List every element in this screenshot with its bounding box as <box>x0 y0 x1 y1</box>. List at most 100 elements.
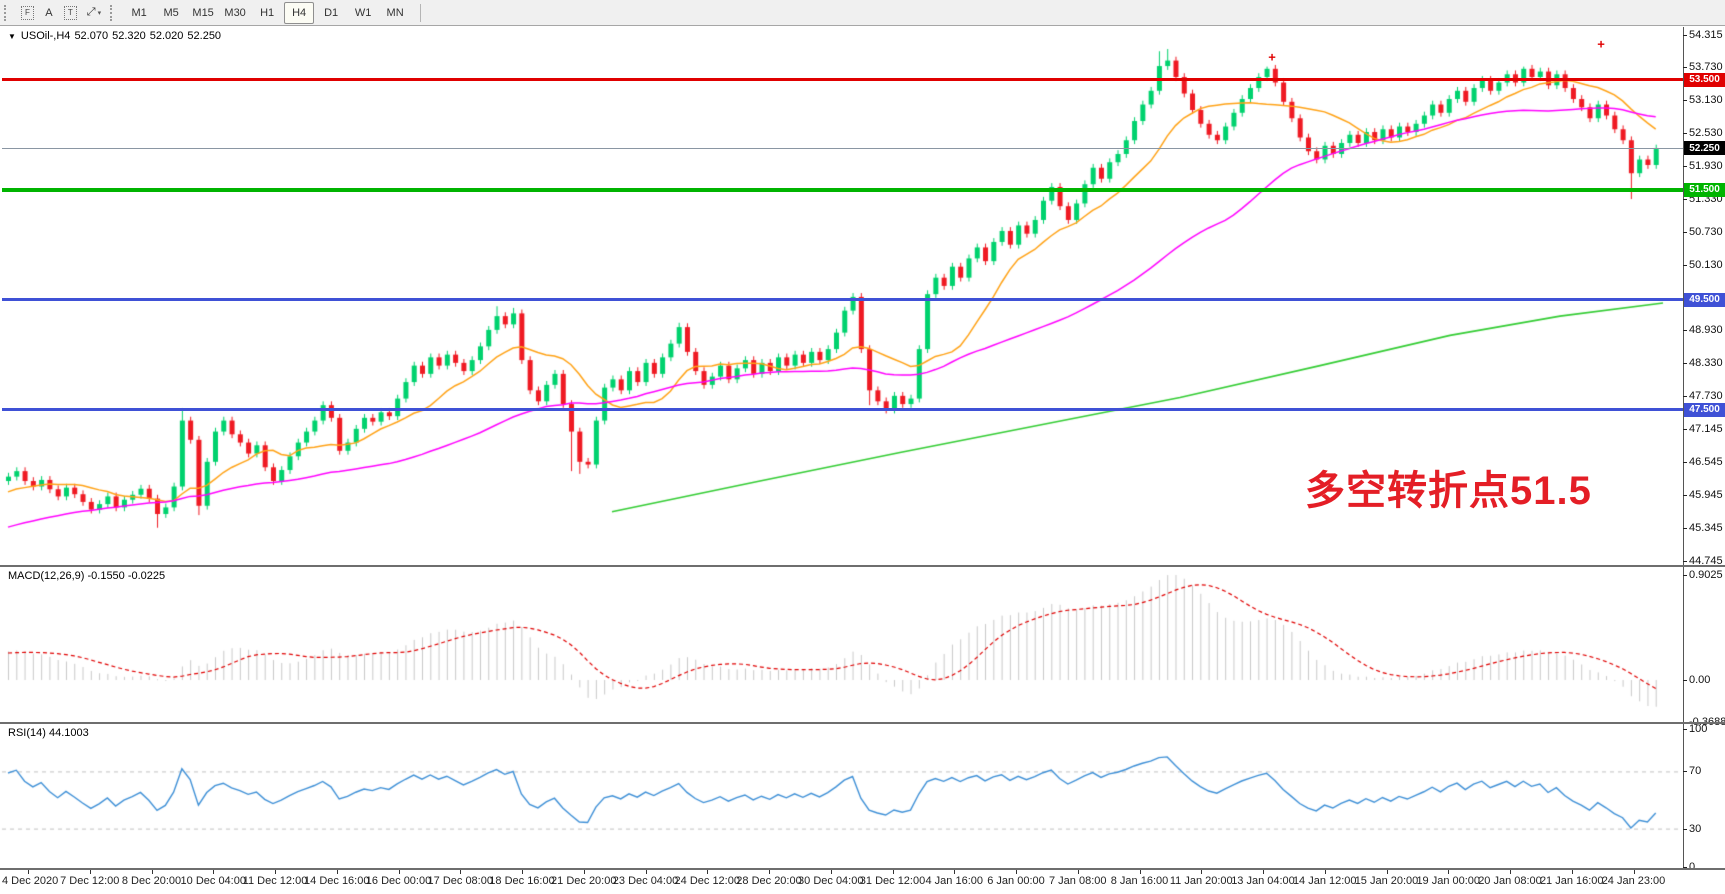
time-axis-tick <box>336 870 338 874</box>
chart-annotation-text[interactable]: 多空转折点51.5 <box>1305 469 1592 513</box>
top-toolbar: F A T ⤢ ▾ M1 M5 M15 M30 H1 H4 D1 W1 MN <box>0 0 1725 26</box>
toolbar-grip[interactable] <box>4 4 10 21</box>
time-axis-label: 18 Dec 16:00 <box>489 875 555 887</box>
price-axis-tick <box>1683 66 1687 68</box>
arrow-objects-tool-icon[interactable]: ⤢ ▾ <box>82 3 106 23</box>
chevron-down-icon: ▾ <box>97 9 102 17</box>
time-axis-label: 28 Dec 20:00 <box>736 875 802 887</box>
time-axis-label: 19 Jan 00:00 <box>1416 875 1481 887</box>
time-axis-tick <box>1077 870 1079 874</box>
time-axis-label: 30 Dec 04:00 <box>798 875 864 887</box>
time-axis-label: 31 Dec 12:00 <box>859 875 926 887</box>
price-axis-tick <box>1683 198 1687 200</box>
time-axis-label: 6 Jan 00:00 <box>987 875 1045 887</box>
time-axis-label: 13 Jan 04:00 <box>1231 875 1295 887</box>
price-axis-tick <box>1683 560 1687 562</box>
time-axis-tick <box>830 870 832 874</box>
support-line-47500[interactable] <box>2 408 1683 412</box>
price-tick-label: 53.130 <box>1689 93 1723 106</box>
rsi-axis-tick <box>1683 771 1687 773</box>
time-axis-label: 16 Dec 00:00 <box>365 875 432 887</box>
font-tool-icon[interactable]: A <box>39 3 59 23</box>
time-axis-label: 15 Jan 20:00 <box>1354 875 1419 887</box>
time-axis-tick <box>1324 870 1326 874</box>
quote-low: 52.020 <box>149 30 184 42</box>
main-macd-separator[interactable] <box>0 565 1725 567</box>
resistance-line-53500[interactable] <box>2 78 1683 82</box>
time-axis-tick <box>151 870 153 874</box>
time-axis-label: 23 Dec 04:00 <box>612 875 679 887</box>
time-axis-label: 14 Jan 12:00 <box>1292 875 1357 887</box>
macd-rsi-separator[interactable] <box>0 722 1725 724</box>
time-axis-tick <box>1016 870 1017 874</box>
rsi-axis-tick <box>1683 728 1687 730</box>
time-axis-tick <box>460 870 462 874</box>
text-label-tool-icon[interactable]: T <box>59 3 82 23</box>
price-axis-tick <box>1683 132 1687 134</box>
quote-close: 52.250 <box>187 30 222 42</box>
timeframe-button-h4[interactable]: H4 <box>284 1 315 24</box>
price-axis-tick <box>1683 428 1687 430</box>
timeframe-button-m15[interactable]: M15 <box>192 6 214 19</box>
time-axis-tick <box>645 870 647 874</box>
timeframe-button-mn[interactable]: MN <box>386 6 404 19</box>
time-axis-tick <box>1633 870 1635 874</box>
current-price-badge: 52.250 <box>1684 141 1725 156</box>
time-axis-tick <box>398 870 400 874</box>
price-axis-tick <box>1683 99 1687 101</box>
timeframe-button-m5[interactable]: M5 <box>163 6 179 19</box>
support-line-49500[interactable] <box>2 298 1683 302</box>
support-line-47500-badge: 47.500 <box>1684 402 1725 417</box>
time-axis-tick <box>1571 870 1573 874</box>
macd-tick-label: 0.9025 <box>1689 568 1723 581</box>
time-axis-label: 21 Dec 20:00 <box>551 875 617 887</box>
symbol-quote-line: ▼ USOil-,H4 52.070 52.320 52.020 52.250 <box>8 30 225 42</box>
price-marker-icon[interactable]: + <box>1597 36 1605 52</box>
arrow-objects-glyph: ⤢ <box>86 6 96 18</box>
time-axis-tick <box>28 870 29 874</box>
indicator-frame-icon[interactable]: F <box>16 3 39 23</box>
price-tick-label: 50.130 <box>1689 258 1723 271</box>
rsi-tick-label: 70 <box>1689 765 1702 778</box>
price-tick-label: 50.730 <box>1689 225 1723 238</box>
price-tick-label: 47.730 <box>1689 390 1723 403</box>
price-tick-label: 53.730 <box>1689 60 1723 73</box>
indicator-frame-glyph: F <box>21 5 34 20</box>
price-axis-tick <box>1683 527 1687 529</box>
rsi-timeaxis-separator <box>0 868 1725 870</box>
text-label-glyph: T <box>63 5 77 20</box>
time-axis-tick <box>1139 870 1141 874</box>
symbol-dropdown-icon[interactable]: ▼ <box>8 32 16 41</box>
time-axis-tick <box>275 870 276 874</box>
time-axis-tick <box>1510 870 1511 874</box>
time-axis-tick <box>1386 870 1388 874</box>
rsi-tick-label: 30 <box>1689 822 1702 835</box>
macd-values: -0.1550 -0.0225 <box>87 570 166 582</box>
timeframe-button-m1[interactable]: M1 <box>131 6 147 19</box>
timeframe-button-d1[interactable]: D1 <box>324 6 339 19</box>
toolbar-grip-2[interactable] <box>110 4 116 21</box>
price-axis-tick <box>1683 396 1687 398</box>
price-axis-tick <box>1683 231 1687 233</box>
time-axis-tick <box>213 870 215 874</box>
timeframe-button-m30[interactable]: M30 <box>224 6 246 19</box>
time-axis-label: 10 Dec 04:00 <box>180 875 246 887</box>
rsi-label: RSI(14) 44.1003 <box>8 727 89 739</box>
symbol-label: USOil-,H4 <box>20 30 71 42</box>
rsi-tick-label: 100 <box>1689 722 1708 735</box>
macd-label: MACD(12,26,9) -0.1550 -0.0225 <box>8 570 166 582</box>
time-axis-tick <box>954 870 956 874</box>
time-axis-label: 24 Jan 23:00 <box>1601 875 1666 887</box>
support-line-51500[interactable] <box>2 187 1683 192</box>
resistance-line-53500-badge: 53.500 <box>1684 72 1725 87</box>
rsi-tick-label: 0 <box>1689 860 1696 873</box>
timeframe-button-h1[interactable]: H1 <box>260 6 275 19</box>
price-tick-label: 52.530 <box>1689 126 1723 139</box>
price-marker-icon[interactable]: + <box>1268 49 1276 65</box>
price-tick-label: 45.345 <box>1689 521 1723 534</box>
price-tick-label: 44.745 <box>1689 554 1723 567</box>
time-axis-tick <box>1448 870 1450 874</box>
timeframe-button-w1[interactable]: W1 <box>354 6 372 19</box>
support-line-49500-badge: 49.500 <box>1684 292 1725 307</box>
